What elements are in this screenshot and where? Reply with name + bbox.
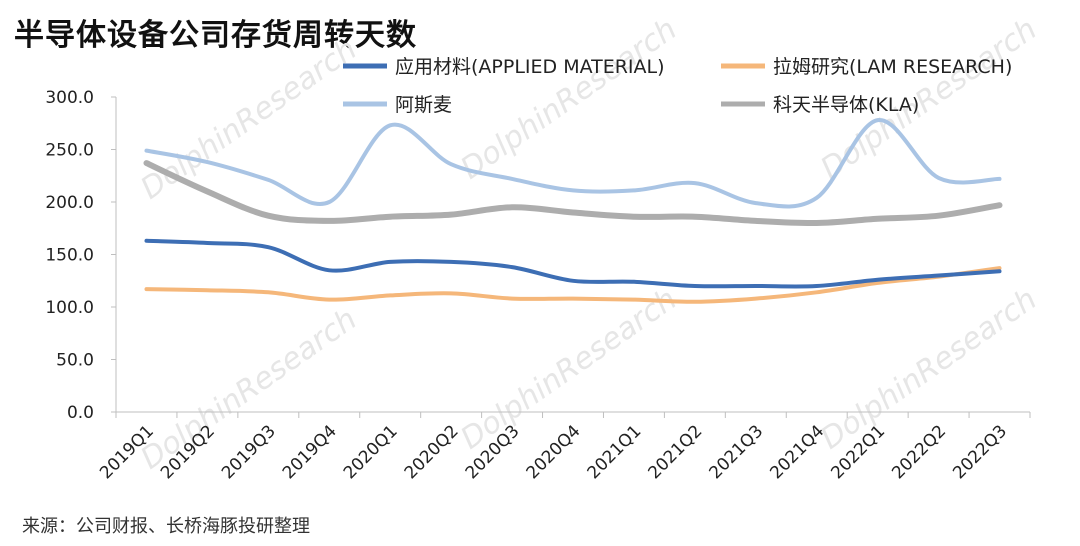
series-lines bbox=[143, 118, 1003, 304]
legend: 应用材料(APPLIED MATERIAL) 拉姆研究(LAM RESEARCH)… bbox=[343, 56, 1012, 116]
y-tick-label: 300.0 bbox=[45, 88, 94, 108]
x-tick-label: 2019Q3 bbox=[218, 421, 280, 483]
y-tick-label: 0.0 bbox=[67, 403, 94, 423]
series-line-2 bbox=[144, 266, 1002, 304]
x-tick-label: 2022Q2 bbox=[888, 421, 950, 483]
x-tick-label: 2020Q2 bbox=[401, 421, 463, 483]
legend-label: 科天半导体(KLA) bbox=[773, 94, 919, 116]
series-line-4 bbox=[143, 160, 1003, 227]
chart-title: 半导体设备公司存货周转天数 bbox=[14, 18, 417, 53]
source-note: 来源：公司财报、长桥海豚投研整理 bbox=[22, 516, 310, 537]
legend-label: 拉姆研究(LAM RESEARCH) bbox=[773, 56, 1012, 78]
x-tick-label: 2021Q2 bbox=[645, 421, 707, 483]
watermarks: DolphinResearch DolphinResearch DolphinRes… bbox=[135, 12, 1044, 477]
series-line-1 bbox=[144, 238, 1002, 289]
x-tick-label: 2021Q4 bbox=[766, 421, 828, 483]
x-tick-label: 2019Q4 bbox=[279, 421, 341, 483]
x-axis: 2019Q1 2019Q2 2019Q3 2019Q4 2020Q1 2020Q2 2020… bbox=[96, 411, 1031, 483]
x-tick-label: 2020Q4 bbox=[523, 421, 585, 483]
x-tick-label: 2021Q3 bbox=[705, 421, 767, 483]
watermark-text: DolphinResearch bbox=[455, 12, 684, 187]
y-tick-label: 250.0 bbox=[45, 141, 94, 161]
y-tick-label: 150.0 bbox=[45, 246, 94, 266]
x-tick-label: 2020Q1 bbox=[340, 421, 402, 483]
y-axis: 0.0 50.0 100.0 150.0 200.0 250.0 300.0 bbox=[45, 88, 117, 423]
x-tick-label: 2021Q1 bbox=[584, 421, 646, 483]
y-tick-label: 100.0 bbox=[45, 298, 94, 318]
y-tick-label: 50.0 bbox=[56, 351, 94, 371]
series-line-3 bbox=[144, 118, 1002, 209]
legend-label: 阿斯麦 bbox=[395, 94, 452, 116]
legend-label: 应用材料(APPLIED MATERIAL) bbox=[395, 56, 665, 78]
x-tick-label: 2022Q3 bbox=[949, 421, 1011, 483]
y-tick-label: 200.0 bbox=[45, 193, 94, 213]
watermark-text: DolphinResearch bbox=[135, 32, 364, 207]
